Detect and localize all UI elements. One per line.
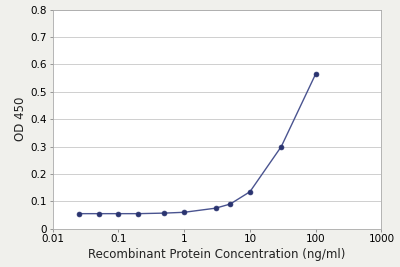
Y-axis label: OD 450: OD 450 <box>14 97 26 141</box>
X-axis label: Recombinant Protein Concentration (ng/ml): Recombinant Protein Concentration (ng/ml… <box>88 249 346 261</box>
